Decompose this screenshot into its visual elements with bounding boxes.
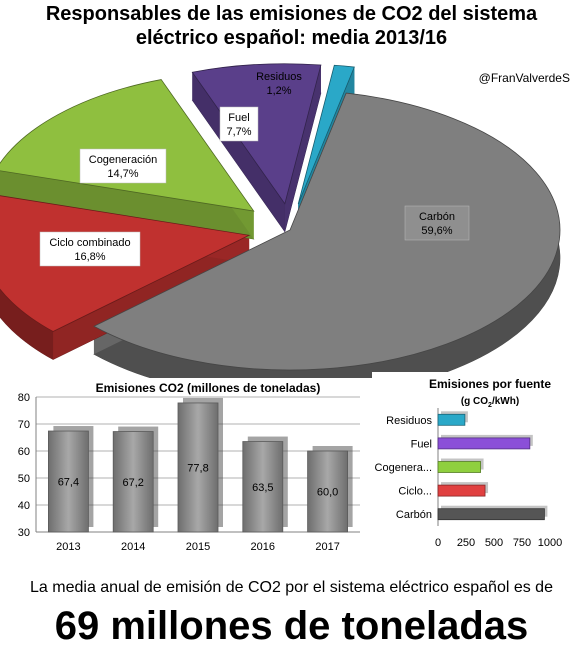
hbar	[437, 484, 486, 497]
pie-slice	[93, 92, 561, 371]
y-tick-label: 60	[18, 446, 30, 458]
hbar-x-tick-label: 750	[513, 537, 531, 549]
y-tick-label: 80	[18, 392, 30, 404]
hbar-category-label: Ciclo...	[398, 486, 432, 498]
hbar	[437, 461, 481, 473]
pie-slice-label: Cogeneración	[89, 154, 158, 166]
bar-value-label: 67,4	[58, 477, 79, 489]
pie-slice-side	[284, 65, 321, 232]
pie-slice-side	[192, 72, 285, 232]
bar	[177, 402, 219, 533]
hbar-unit: (g CO2/kWh)	[461, 396, 519, 409]
bar-value-label: 63,5	[252, 482, 273, 494]
hbar-category-label: Cogenera...	[375, 462, 432, 474]
pie-slice-rim	[93, 93, 560, 399]
y-tick-label: 70	[18, 419, 30, 431]
hbar	[437, 508, 545, 521]
bar-value-label: 77,8	[187, 462, 208, 474]
pie-slice-label: Carbón	[419, 211, 455, 223]
bar-chart-title: Emisiones CO2 (millones de toneladas)	[96, 381, 321, 395]
pie-label-box	[39, 231, 141, 267]
pie-slice-value: 14,7%	[107, 168, 138, 180]
pie-slice-label: Ciclo combinado	[49, 237, 130, 249]
pie-slice-label: Residuos	[256, 71, 302, 83]
pie-chart: Carbón 59,6% Ciclo combinado 16,8% Cogenerac…	[0, 63, 561, 399]
pie-label-box	[404, 205, 470, 241]
hbar-x-tick-label: 0	[435, 537, 441, 549]
pie-slice-rim	[0, 289, 54, 360]
pie-slice	[297, 64, 355, 205]
caption-text: La media anual de emisión de CO2 por el …	[30, 579, 553, 596]
pie-slice-value: 59,6%	[421, 225, 452, 237]
annual-bar-chart: Emisiones CO2 (millones de toneladas) 30 4…	[0, 378, 372, 568]
x-tick-label: 2016	[251, 541, 275, 553]
bar	[307, 450, 349, 533]
title-line-1: Responsables de las emisiones de CO2 del…	[45, 3, 538, 25]
hbar-category-label: Carbón	[396, 509, 432, 521]
bar	[112, 431, 154, 533]
bar-value-label: 60,0	[317, 487, 338, 499]
bar-value-label: 67,2	[122, 477, 143, 489]
hbar-x-tick-label: 500	[485, 537, 503, 549]
hbar	[437, 413, 466, 426]
source-bar-chart: Emisiones por fuente (g CO2/kWh) Residuos F…	[372, 372, 583, 568]
hbar-category-label: Fuel	[411, 438, 432, 450]
x-tick-label: 2015	[186, 541, 210, 553]
pie-label-box	[219, 106, 259, 142]
bar	[242, 441, 284, 533]
pie-slice-label: Fuel	[228, 112, 249, 124]
author-credit: @FranValverdeS	[479, 71, 570, 85]
pie-slice-value: 1,2%	[266, 85, 291, 97]
y-tick-label: 50	[18, 473, 30, 485]
hbar	[437, 437, 531, 450]
bar	[48, 430, 89, 533]
hbar-x-tick-label: 250	[457, 537, 475, 549]
title-line-2: eléctrico español: media 2013/16	[135, 27, 448, 49]
headline-text: 69 millones de toneladas	[54, 604, 529, 648]
pie-slice	[0, 79, 255, 212]
pie-label-box	[79, 148, 167, 184]
chart-title: Responsables de las emisiones de CO2 del…	[0, 2, 583, 50]
pie-slice-side	[0, 170, 254, 240]
y-tick-label: 40	[18, 500, 30, 512]
x-tick-label: 2014	[121, 541, 145, 553]
hbar-category-label: Residuos	[386, 415, 432, 427]
charts-canvas: Carbón 59,6% Ciclo combinado 16,8% Cogenerac…	[0, 63, 583, 568]
pie-slice-value: 16,8%	[74, 251, 105, 263]
y-tick-label: 30	[18, 527, 30, 539]
hbar-x-tick-label: 1000	[538, 537, 562, 549]
pie-slice-value: 7,7%	[226, 126, 251, 138]
x-tick-label: 2017	[315, 541, 339, 553]
hbar-chart-title: Emisiones por fuente	[429, 377, 551, 391]
x-tick-label: 2013	[56, 541, 80, 553]
